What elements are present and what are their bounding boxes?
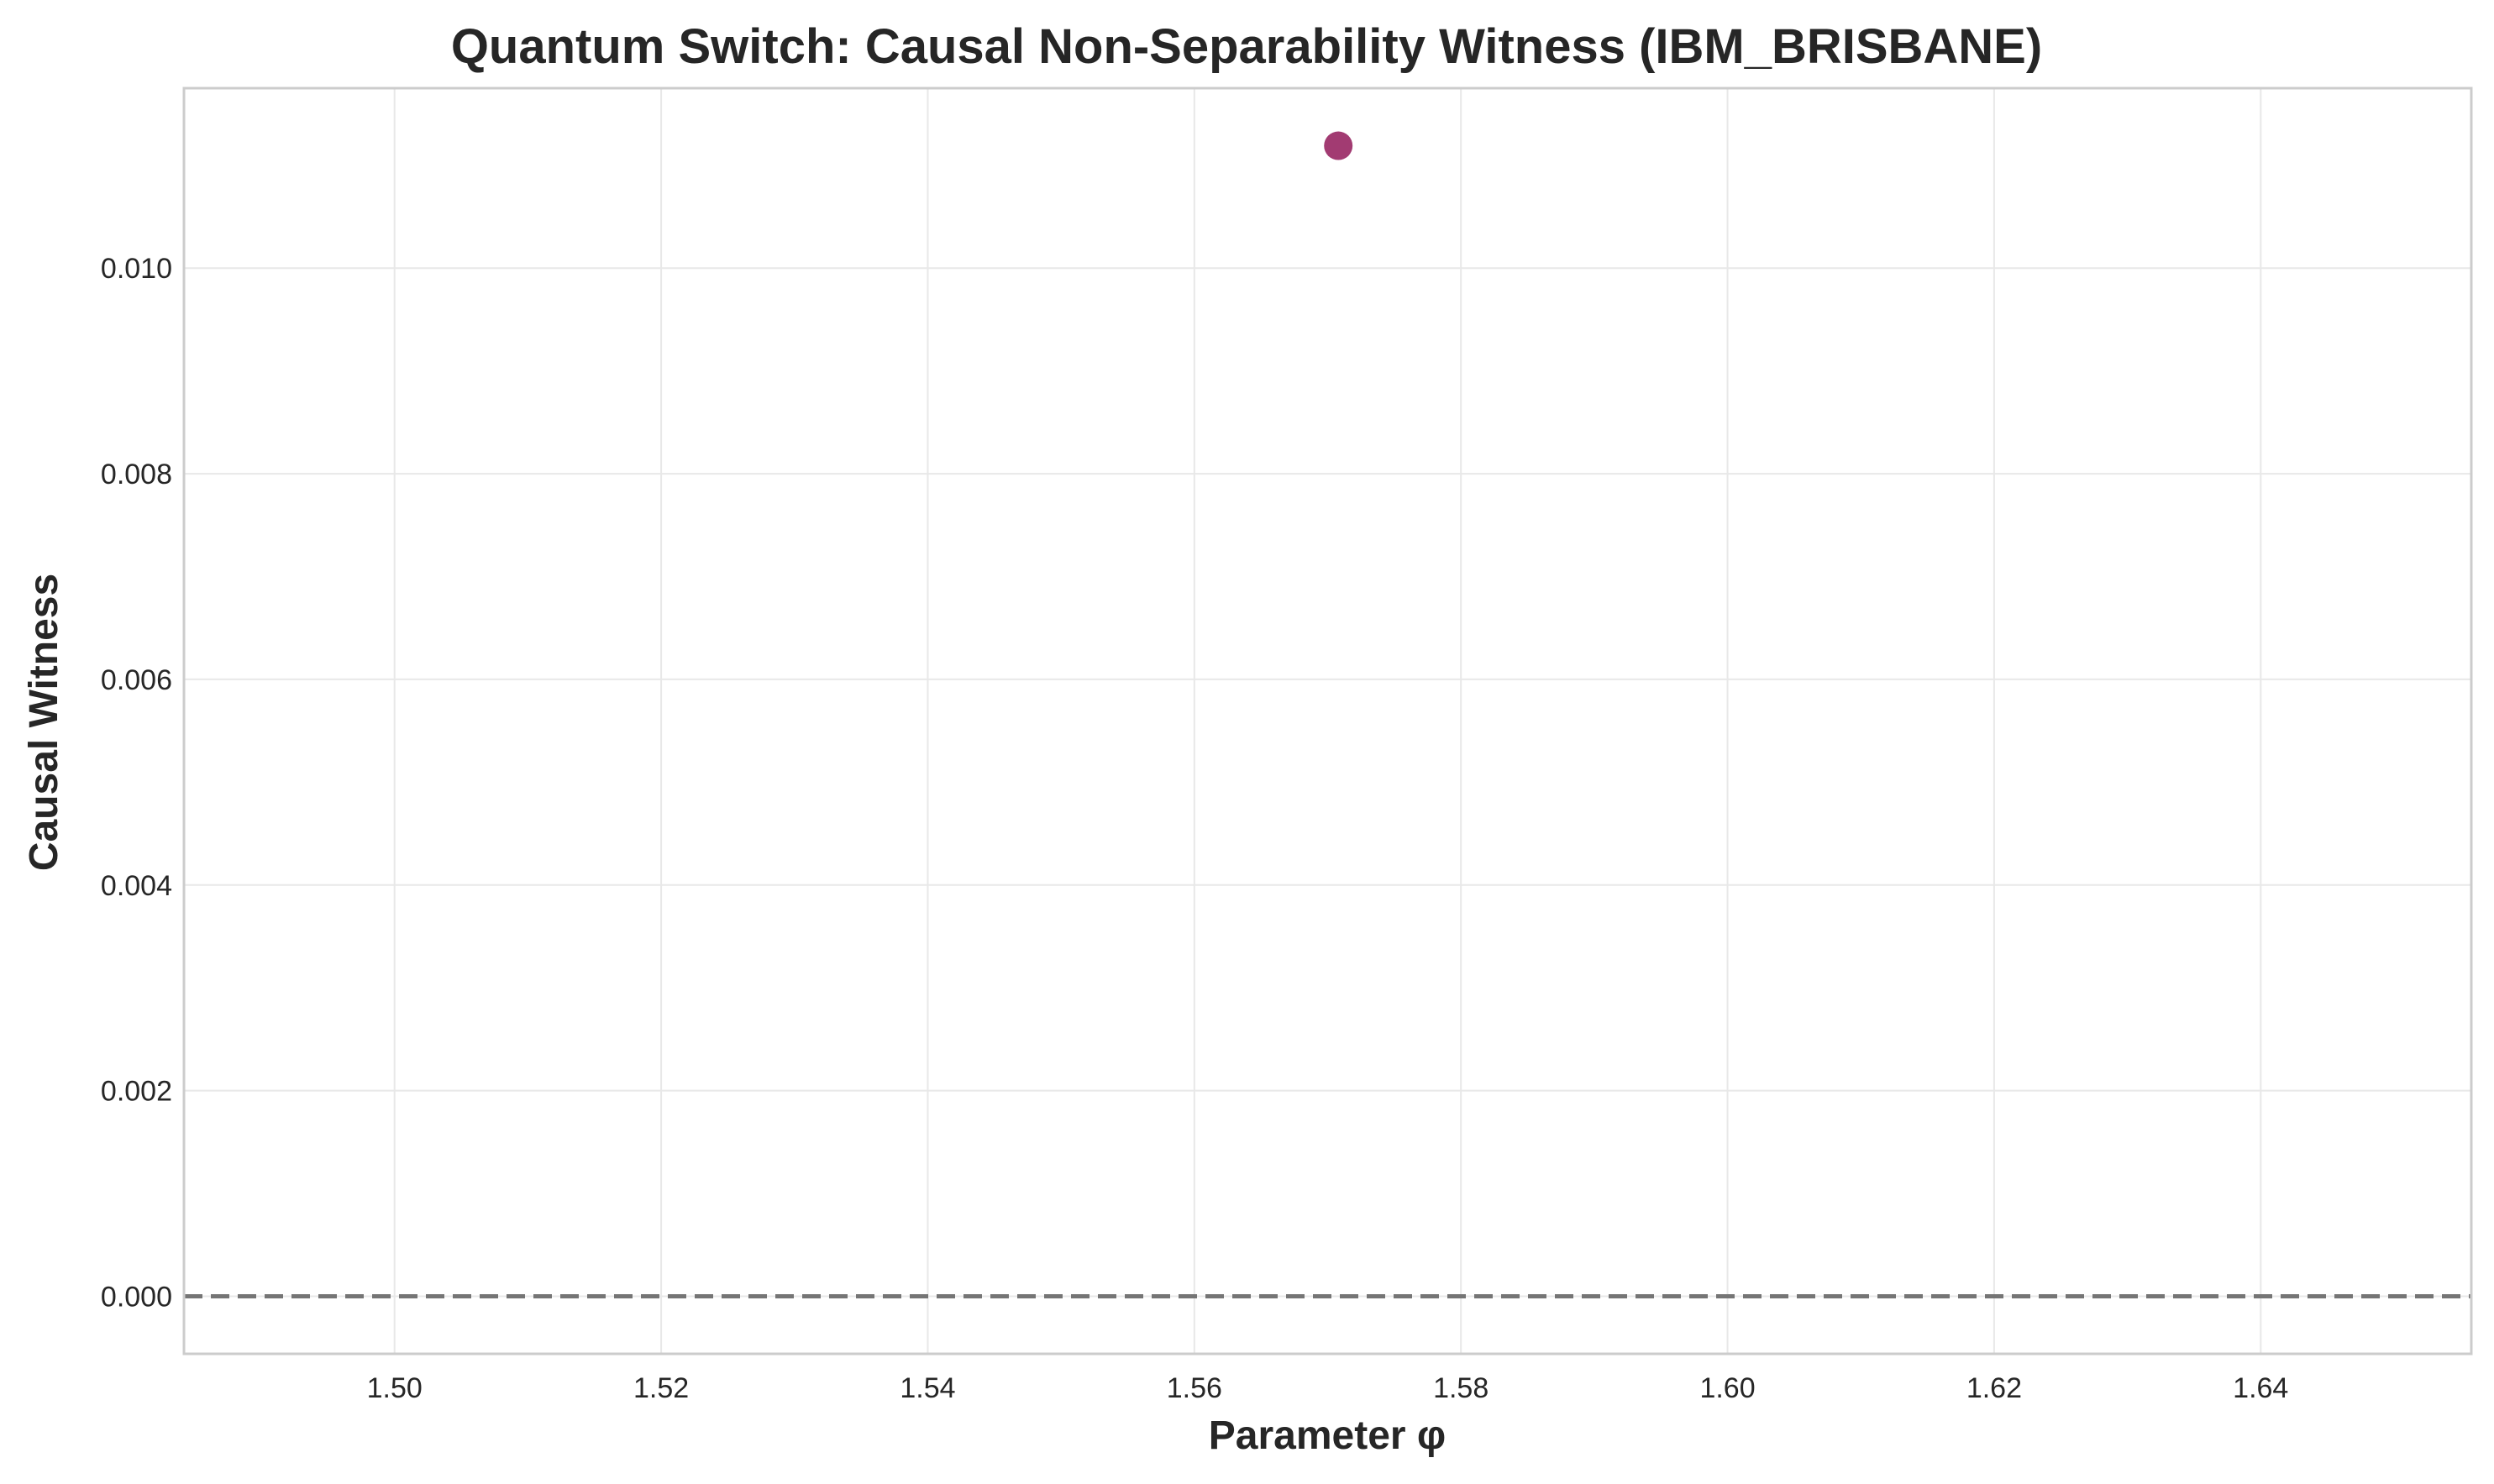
y-tick-label: 0.002 (101, 1076, 172, 1108)
x-tick-label: 1.58 (1433, 1372, 1489, 1404)
x-tick-label: 1.52 (633, 1372, 689, 1404)
y-tick-label: 0.000 (101, 1281, 172, 1313)
x-tick-label: 1.62 (1966, 1372, 2022, 1404)
chart-title: Quantum Switch: Causal Non-Separability … (451, 19, 2042, 74)
plot-frame (182, 87, 2473, 1356)
x-tick-label: 1.60 (1699, 1372, 1755, 1404)
x-tick-labels: 1.50 1.52 1.54 1.56 1.58 1.60 1.62 1.64 (367, 1372, 2289, 1404)
x-tick-label: 1.50 (367, 1372, 423, 1404)
grid (184, 88, 2471, 1354)
data-point (1324, 131, 1353, 160)
x-tick-label: 1.54 (900, 1372, 955, 1404)
x-tick-label: 1.56 (1167, 1372, 1222, 1404)
y-axis-label: Causal Witness (22, 574, 66, 871)
y-tick-label: 0.006 (101, 664, 172, 696)
x-tick-label: 1.64 (2233, 1372, 2288, 1404)
y-tick-label: 0.004 (101, 870, 172, 902)
y-tick-label: 0.010 (101, 253, 172, 285)
y-tick-labels: 0.000 0.002 0.004 0.006 0.008 0.010 (101, 253, 172, 1313)
y-tick-label: 0.008 (101, 459, 172, 490)
data-points (1324, 131, 1353, 160)
x-axis-label: Parameter φ (1209, 1413, 1447, 1458)
